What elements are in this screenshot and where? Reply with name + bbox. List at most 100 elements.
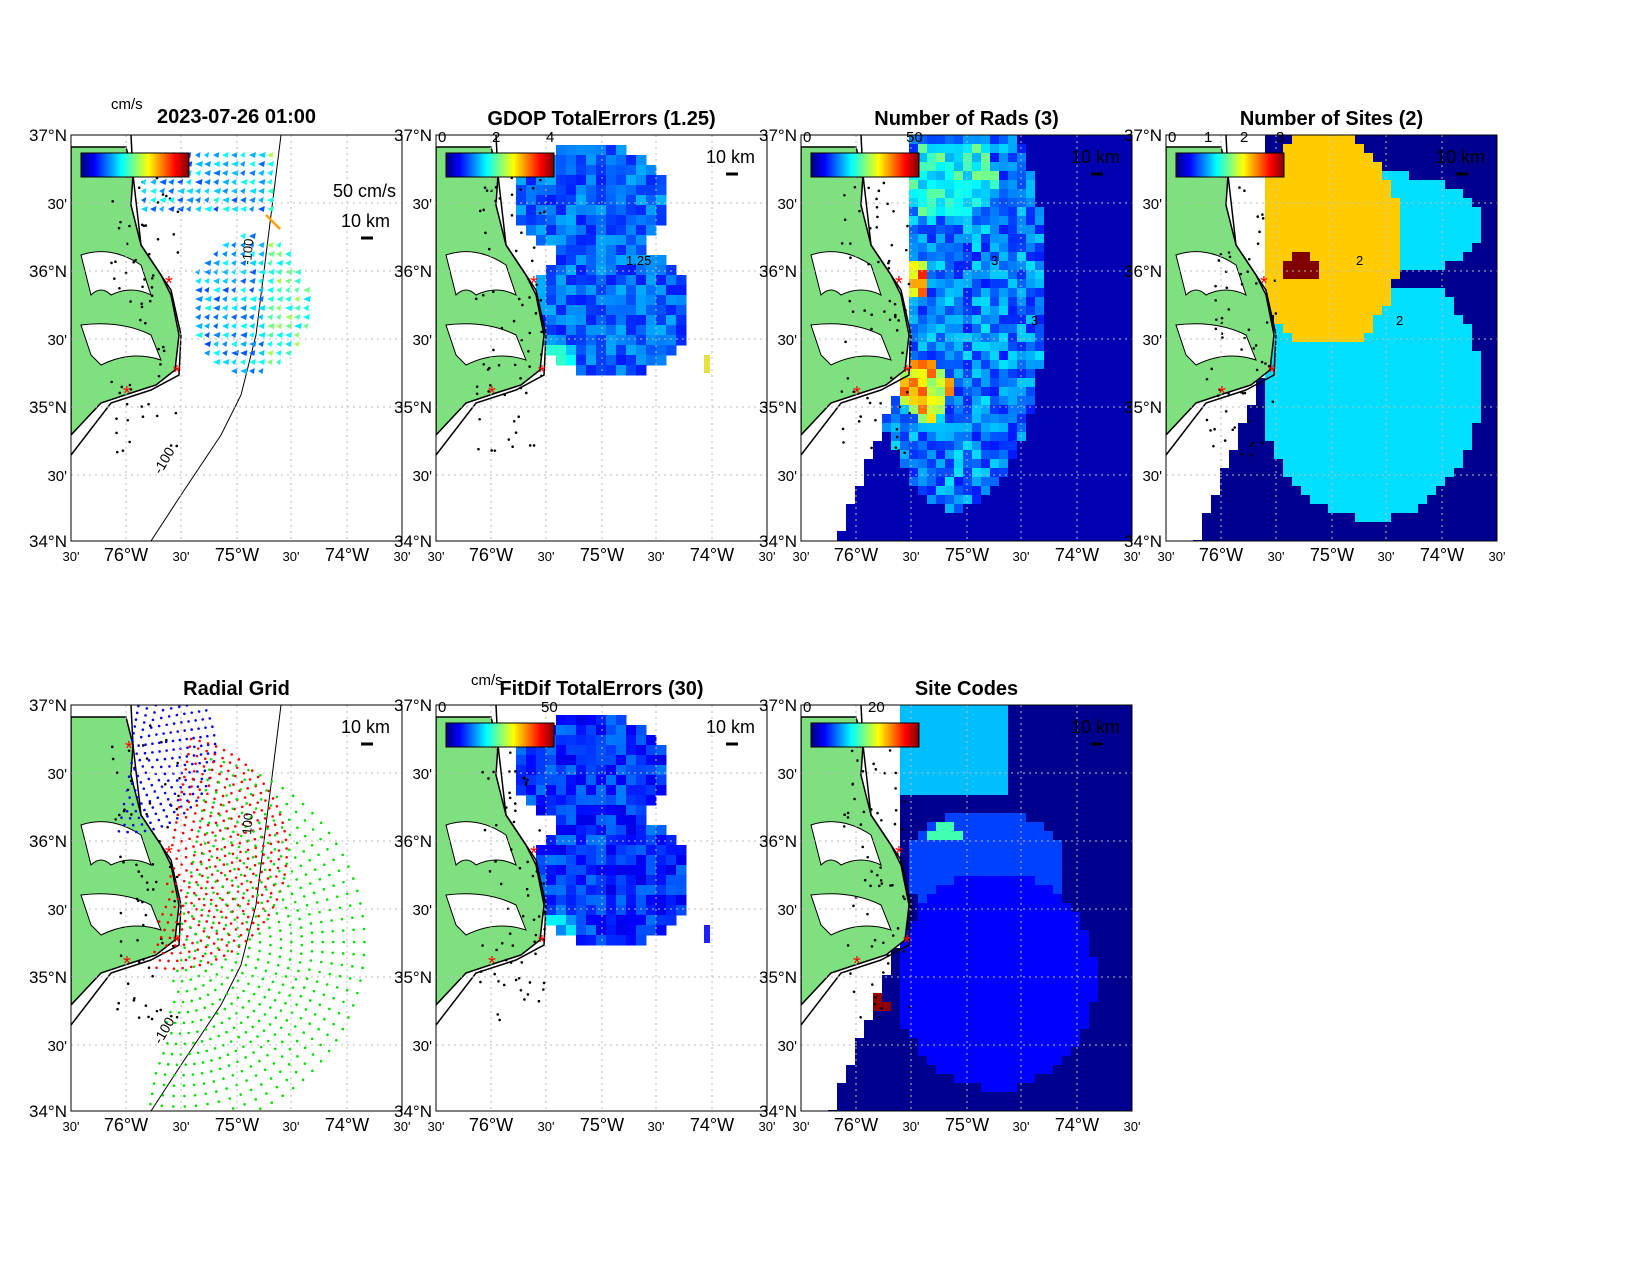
data-cell: [1355, 171, 1365, 181]
data-cell: [927, 522, 937, 532]
data-cell: [606, 715, 617, 726]
data-cell: [566, 755, 577, 766]
radial-point: [166, 1063, 170, 1066]
data-cell: [909, 234, 919, 244]
radial-point: [232, 830, 235, 834]
data-cell: [1044, 234, 1054, 244]
data-cell: [546, 785, 557, 796]
data-cell: [873, 441, 883, 451]
radial-point: [251, 886, 255, 890]
data-cell: [1454, 306, 1464, 316]
data-cell: [1391, 243, 1401, 253]
data-cell: [1247, 504, 1257, 514]
data-cell: [1436, 495, 1446, 505]
radial-point: [238, 841, 242, 845]
data-cell: [1319, 405, 1329, 415]
data-cell: [1247, 459, 1257, 469]
data-cell: [1427, 216, 1437, 226]
current-vector: [222, 197, 230, 203]
data-cell: [1301, 432, 1311, 442]
data-cell: [1472, 243, 1482, 253]
data-cell: [1328, 405, 1338, 415]
data-cell: [1346, 207, 1356, 217]
data-cell: [646, 345, 657, 356]
data-cell: [1125, 423, 1132, 433]
data-cell: [1301, 189, 1311, 199]
radial-point: [295, 841, 299, 845]
data-cell: [1080, 315, 1090, 325]
data-cell: [1301, 153, 1311, 163]
data-cell: [981, 432, 991, 442]
current-vector: [258, 188, 265, 194]
data-cell: [576, 305, 587, 316]
data-cell: [1373, 180, 1383, 190]
data-cell: [1017, 306, 1027, 316]
island-dot: [894, 446, 898, 449]
data-cell: [1418, 360, 1428, 370]
data-cell: [1265, 216, 1275, 226]
radial-point: [187, 911, 190, 914]
data-cell: [656, 355, 667, 366]
data-cell: [1481, 288, 1491, 298]
radial-point: [331, 951, 335, 955]
data-cell: [1409, 306, 1419, 316]
radial-point: [188, 955, 191, 959]
data-cell: [1355, 405, 1365, 415]
data-cell: [1053, 234, 1063, 244]
data-cell: [954, 315, 964, 325]
radial-point: [249, 792, 253, 796]
data-cell: [616, 185, 627, 196]
data-cell: [999, 324, 1009, 334]
radial-point: [158, 750, 161, 753]
data-cell: [1107, 342, 1117, 352]
data-cell: [1472, 234, 1482, 244]
island-dot: [511, 445, 514, 449]
island-dot: [139, 318, 142, 322]
data-cell: [596, 195, 607, 206]
data-cell: [1026, 423, 1036, 433]
data-cell: [1017, 144, 1027, 154]
radial-point: [345, 892, 349, 896]
data-cell: [981, 450, 991, 460]
data-cell: [873, 486, 883, 496]
data-cell: [1089, 531, 1099, 541]
data-cell: [1481, 216, 1491, 226]
data-cell: [1355, 468, 1365, 478]
data-cell: [1454, 459, 1464, 469]
data-cell: [1427, 333, 1437, 343]
data-cell: [963, 450, 973, 460]
data-cell: [1355, 225, 1365, 235]
data-cell: [1080, 450, 1090, 460]
data-cell: [1301, 171, 1311, 181]
data-cell: [972, 297, 982, 307]
data-cell: [936, 252, 946, 262]
data-cell: [864, 468, 874, 478]
data-cell: [606, 735, 617, 746]
current-vector: [195, 332, 203, 338]
data-cell: [1418, 270, 1428, 280]
radial-point: [254, 846, 258, 850]
data-cell: [596, 775, 607, 786]
island-dot: [1216, 394, 1220, 397]
data-cell: [1080, 333, 1090, 343]
current-vector: [276, 260, 284, 266]
island-dot: [162, 349, 166, 353]
data-cell: [1355, 216, 1365, 226]
radial-point: [270, 851, 273, 854]
radial-point: [188, 925, 192, 929]
data-cell: [1071, 216, 1081, 226]
data-cell: [864, 504, 874, 514]
data-cell: [1319, 486, 1329, 496]
data-cell: [626, 255, 637, 266]
data-cell: [945, 315, 955, 325]
radial-point: [219, 803, 223, 806]
data-cell: [1044, 306, 1054, 316]
data-cell: [918, 315, 928, 325]
radial-point: [138, 758, 142, 762]
data-cell: [936, 522, 946, 532]
current-vector: [204, 152, 210, 158]
current-vector: [267, 170, 273, 176]
x-tick-label: 30': [428, 549, 445, 564]
data-cell: [1071, 369, 1081, 379]
data-cell: [1292, 144, 1302, 154]
